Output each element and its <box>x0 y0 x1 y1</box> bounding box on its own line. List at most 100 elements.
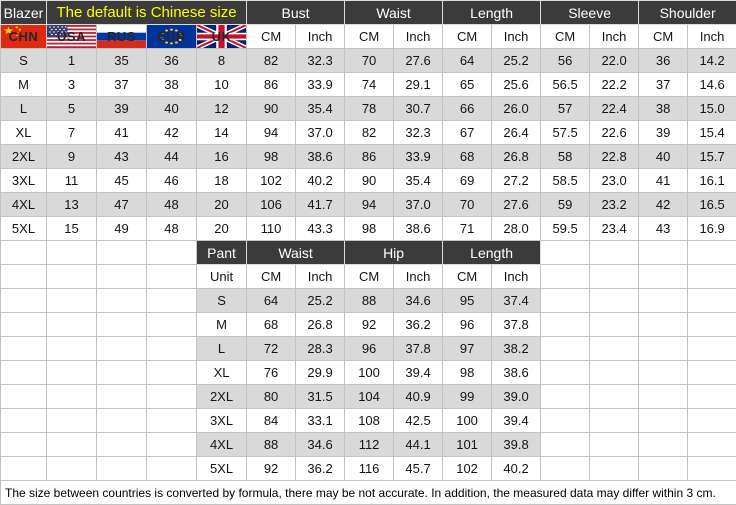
empty-cell <box>687 432 736 457</box>
empty-cell <box>687 312 736 337</box>
measure-value-cell: 94 <box>344 192 395 217</box>
unit-header: Inch <box>589 24 640 49</box>
empty-cell <box>96 456 147 481</box>
measure-value-cell: 32.3 <box>393 120 444 145</box>
measure-value-cell: 98 <box>442 360 493 385</box>
measure-value-cell: 69 <box>442 168 493 193</box>
country-code-eur: EUR <box>157 29 186 44</box>
empty-cell <box>638 288 689 313</box>
measure-value-cell: 98 <box>344 216 395 241</box>
empty-cell <box>540 336 591 361</box>
measure-value-cell: 112 <box>344 432 395 457</box>
measure-value-cell: 98 <box>246 144 297 169</box>
empty-cell <box>0 360 47 385</box>
pant-header-hip: Hip <box>344 240 444 265</box>
measure-value-cell: 28.0 <box>491 216 542 241</box>
size-cell: XL <box>195 360 248 385</box>
measure-value-cell: 80 <box>246 384 297 409</box>
empty-cell <box>687 456 736 481</box>
measure-value-cell: 16.1 <box>687 168 736 193</box>
blazer-row-l: L 5 39 40 12 90 35.4 78 30.7 66 26.0 57 22.4 38 15.0 <box>0 96 736 121</box>
measure-value-cell: 39.0 <box>491 384 542 409</box>
empty-cell <box>146 240 197 265</box>
intl-size-cell: 15 <box>46 216 97 241</box>
russia-flag-icon <box>97 25 146 48</box>
country-code-uk: UK <box>211 29 232 44</box>
empty-cell <box>540 384 591 409</box>
measure-value-cell: 72 <box>246 336 297 361</box>
measure-value-cell: 78 <box>344 96 395 121</box>
size-cell: 5XL <box>195 456 248 481</box>
measure-value-cell: 68 <box>246 312 297 337</box>
intl-size-cell: 12 <box>195 96 248 121</box>
measure-value-cell: 96 <box>344 336 395 361</box>
measure-value-cell: 76 <box>246 360 297 385</box>
measure-value-cell: 28.3 <box>295 336 346 361</box>
intl-size-cell: 44 <box>146 144 197 169</box>
blazer-header-sleeve: Sleeve <box>540 0 640 25</box>
empty-cell <box>638 336 689 361</box>
empty-cell <box>96 432 147 457</box>
unit-header: CM <box>344 24 395 49</box>
intl-size-cell: 49 <box>96 216 147 241</box>
pant-row-3xl: 3XL 84 33.1 108 42.5 100 39.4 <box>0 408 736 433</box>
intl-size-cell: 11 <box>46 168 97 193</box>
empty-cell <box>589 312 640 337</box>
measure-value-cell: 110 <box>246 216 297 241</box>
measure-value-cell: 100 <box>344 360 395 385</box>
empty-cell <box>589 384 640 409</box>
measure-value-cell: 15.4 <box>687 120 736 145</box>
empty-cell <box>687 384 736 409</box>
blazer-subtitle: The default is Chinese size <box>45 0 248 25</box>
blazer-row-4xl: 4XL 13 47 48 20 106 41.7 94 37.0 70 27.6 59 23.2 42 16… <box>0 192 736 217</box>
measure-value-cell: 34.6 <box>393 288 444 313</box>
intl-size-cell: 48 <box>146 216 197 241</box>
size-cell: S <box>195 288 248 313</box>
empty-cell <box>540 240 591 265</box>
measure-value-cell: 92 <box>344 312 395 337</box>
intl-size-cell: 43 <box>96 144 147 169</box>
empty-cell <box>0 432 47 457</box>
blazer-row-xl: XL 7 41 42 14 94 37.0 82 32.3 67 26.4 57.5 22.6 39 15.… <box>0 120 736 145</box>
intl-size-cell: 42 <box>146 120 197 145</box>
empty-cell <box>0 264 47 289</box>
intl-size-cell: 10 <box>195 72 248 97</box>
measure-value-cell: 27.6 <box>491 192 542 217</box>
intl-size-cell: 16 <box>195 144 248 169</box>
country-cell-uk: UK <box>195 24 248 49</box>
measure-value-cell: 37.4 <box>491 288 542 313</box>
empty-cell <box>146 408 197 433</box>
empty-cell <box>540 456 591 481</box>
measure-value-cell: 25.2 <box>295 288 346 313</box>
measure-value-cell: 82 <box>344 120 395 145</box>
empty-cell <box>0 312 47 337</box>
empty-cell <box>638 384 689 409</box>
empty-cell <box>540 288 591 313</box>
country-flag-row: CHN <box>0 24 736 49</box>
measure-value-cell: 29.9 <box>295 360 346 385</box>
measure-value-cell: 35.4 <box>393 168 444 193</box>
empty-cell <box>0 240 47 265</box>
measure-value-cell: 37.8 <box>491 312 542 337</box>
blazer-header-section: Blazer The default is Chinese size Bust … <box>0 0 736 49</box>
size-cell: S <box>0 48 47 73</box>
empty-cell <box>146 432 197 457</box>
measure-value-cell: 41 <box>638 168 689 193</box>
unit-header: Inch <box>491 264 542 289</box>
measure-value-cell: 26.0 <box>491 96 542 121</box>
footnote-text: The size between countries is converted … <box>0 480 736 505</box>
unit-header: Inch <box>687 24 736 49</box>
measure-value-cell: 106 <box>246 192 297 217</box>
measure-value-cell: 43 <box>638 216 689 241</box>
empty-cell <box>687 240 736 265</box>
measure-value-cell: 33.9 <box>295 72 346 97</box>
measure-value-cell: 31.5 <box>295 384 346 409</box>
measure-value-cell: 96 <box>442 312 493 337</box>
pant-row-4xl: 4XL 88 34.6 112 44.1 101 39.8 <box>0 432 736 457</box>
measure-value-cell: 40 <box>638 144 689 169</box>
measure-value-cell: 32.3 <box>295 48 346 73</box>
unit-header: Inch <box>393 24 444 49</box>
china-flag-icon <box>1 25 46 48</box>
measure-value-cell: 42.5 <box>393 408 444 433</box>
measure-value-cell: 65 <box>442 72 493 97</box>
